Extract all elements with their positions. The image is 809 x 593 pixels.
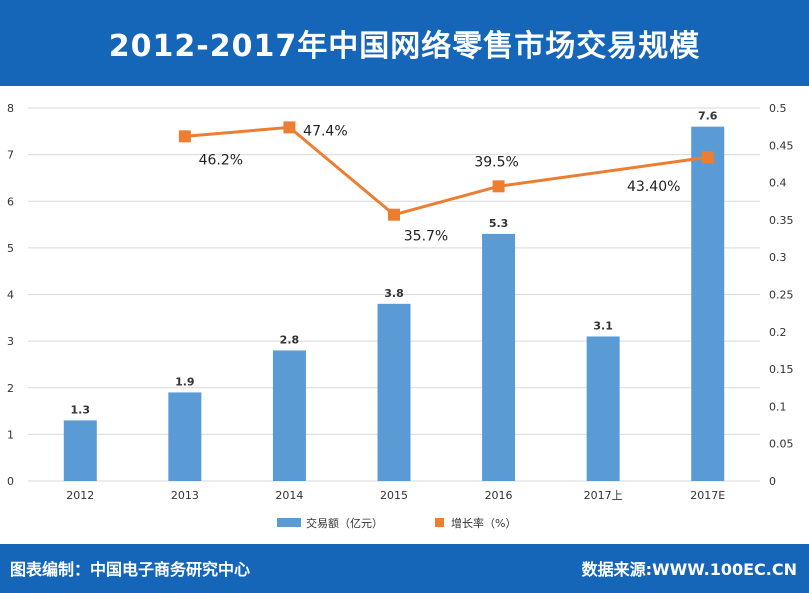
bar-value-label: 7.6 [698,110,718,123]
x-axis-labels: 2012 2013 2014 2015 2016 2017上 2017E [66,489,725,502]
right-tick-label: 0.15 [769,363,794,376]
left-tick-label: 7 [7,149,14,162]
right-tick-label: 0.05 [769,438,794,451]
bar [691,126,725,482]
line-point [283,121,296,134]
grid-lines [28,107,760,482]
line-value-label: 47.4% [303,123,347,139]
right-tick-label: 0.3 [769,251,787,264]
bar [586,336,620,481]
bar [168,392,202,481]
right-axis-ticks: 0 0.05 0.1 0.15 0.2 0.25 0.3 0.35 0.4 0.45 0.5 [769,102,794,488]
legend-swatch-bar [277,518,301,527]
left-tick-label: 1 [7,428,14,441]
footer-source: 数据来源:WWW.100EC.CN [581,560,797,579]
x-tick-label: 2016 [485,489,513,502]
line-labels: 46.2% 47.4% 35.7% 39.5% 43.40% [199,123,681,244]
x-tick-label: 2015 [380,489,408,502]
bar [482,233,516,481]
right-tick-label: 0.2 [769,326,787,339]
right-tick-label: 0.35 [769,214,794,227]
bar-series [63,126,725,482]
line-point [178,130,191,143]
left-tick-label: 6 [7,195,14,208]
left-tick-label: 3 [7,335,14,348]
right-tick-label: 0.4 [769,177,787,190]
bar-value-label: 2.8 [280,333,300,346]
bar-value-label: 1.3 [71,403,91,416]
left-tick-label: 4 [7,289,14,302]
bar-labels: 1.3 1.9 2.8 3.8 5.3 3.1 7.6 [71,110,718,417]
bar-value-label: 1.9 [175,375,195,388]
left-axis-ticks: 0 1 2 3 4 5 6 7 8 [7,102,14,488]
footer-bar: 图表编制：中国电子商务研究中心 数据来源:WWW.100EC.CN [0,544,809,593]
line-series [178,121,714,221]
legend-swatch-line [435,518,444,527]
line-value-label: 43.40% [627,179,680,195]
bar-value-label: 5.3 [489,217,509,230]
line-value-label: 46.2% [199,152,243,168]
bar [272,350,306,481]
bar-value-label: 3.8 [384,287,404,300]
right-tick-label: 0.45 [769,139,794,152]
line-value-label: 35.7% [404,229,448,245]
bar [377,303,411,481]
x-tick-label: 2013 [171,489,199,502]
bar [63,420,97,481]
right-tick-label: 0.1 [769,400,787,413]
footer-credit: 图表编制：中国电子商务研究中心 [10,560,251,579]
right-tick-label: 0.25 [769,289,794,302]
legend-label-bar: 交易额（亿元） [306,516,383,530]
right-tick-label: 0 [769,475,776,488]
x-tick-label: 2017E [690,489,725,502]
legend: 交易额（亿元） 增长率（%） [277,516,516,530]
left-tick-label: 8 [7,102,14,115]
left-tick-label: 2 [7,382,14,395]
x-tick-label: 2014 [275,489,303,502]
right-tick-label: 0.5 [769,102,787,115]
x-tick-label: 2012 [66,489,94,502]
line-point [388,208,400,221]
bar-value-label: 3.1 [593,319,613,332]
left-tick-label: 5 [7,242,14,255]
line-point [701,151,714,164]
legend-label-line: 增长率（%） [451,516,516,530]
chart-title: 2012-2017年中国网络零售市场交易规模 [108,29,701,64]
header-bar: 2012-2017年中国网络零售市场交易规模 [0,0,809,86]
left-tick-label: 0 [7,475,14,488]
line-point [492,180,505,193]
line-value-label: 39.5% [474,154,518,170]
x-tick-label: 2017上 [584,489,623,502]
